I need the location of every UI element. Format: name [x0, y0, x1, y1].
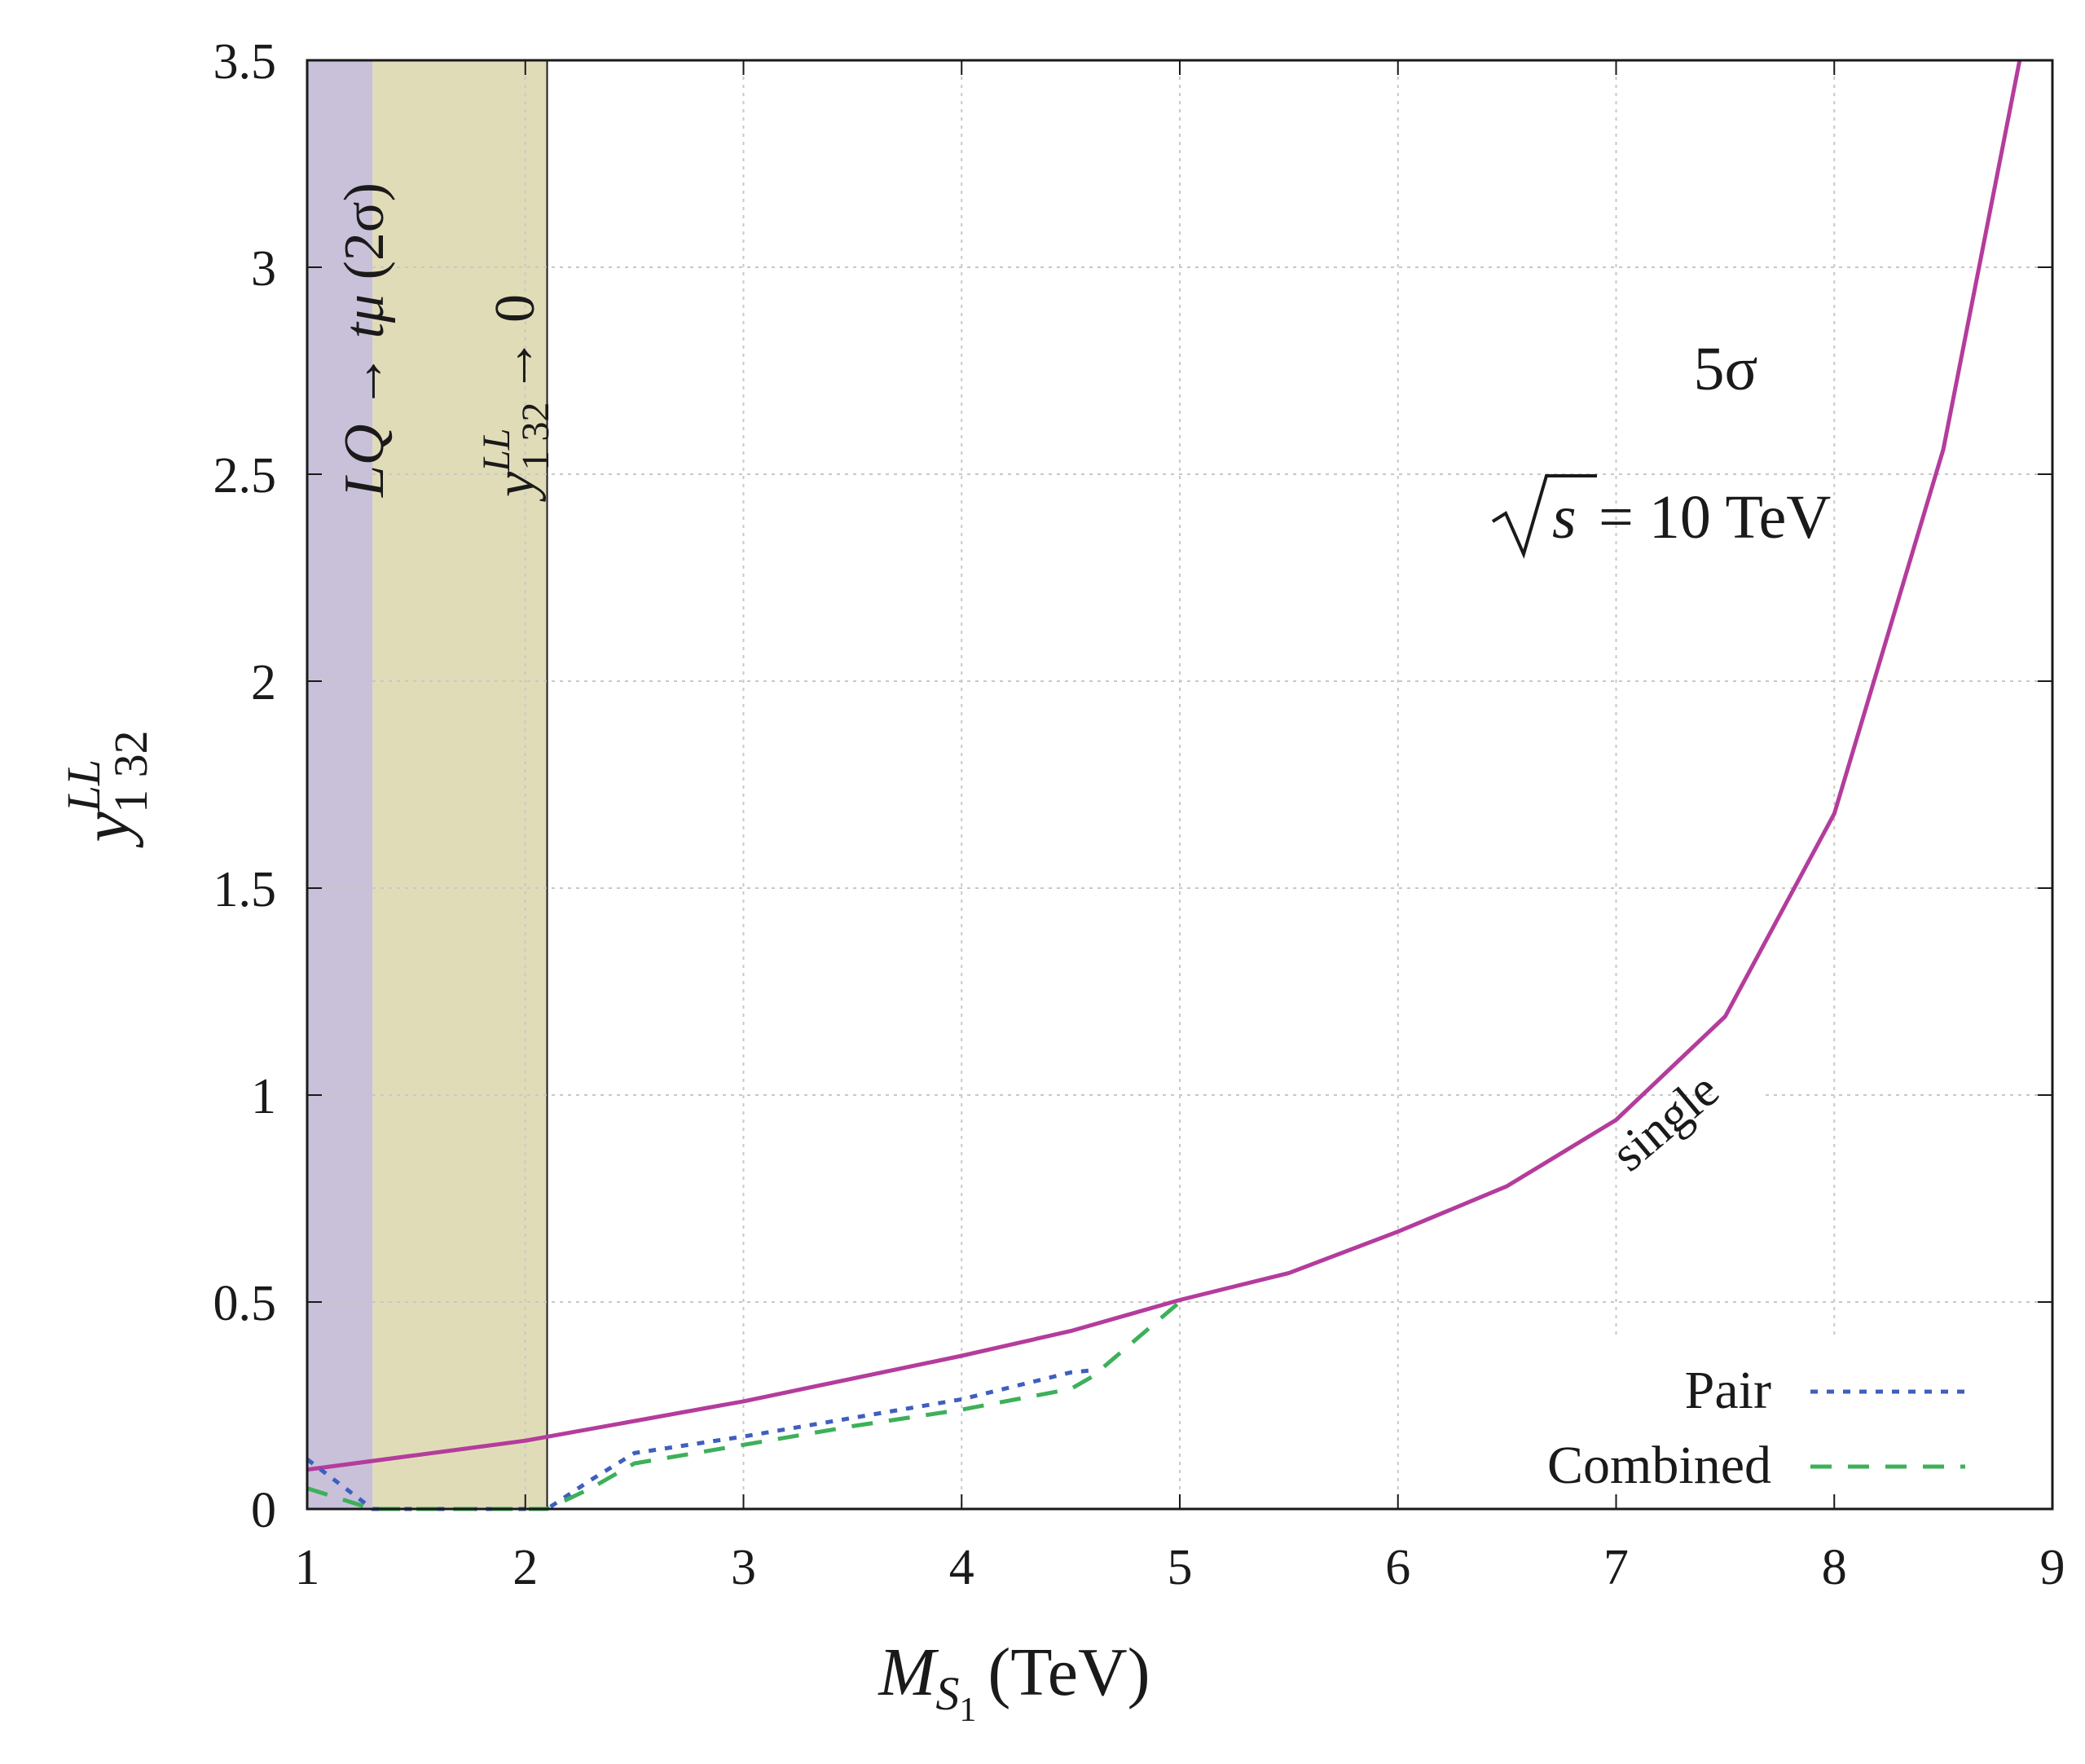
curve-label-group: single	[1601, 1062, 1776, 1219]
x-tick-label: 1	[295, 1540, 320, 1595]
y-tick-label: 0.5	[213, 1276, 277, 1331]
legend: Pair Combined	[1499, 1336, 1988, 1495]
sqrt-sign	[1491, 474, 1597, 559]
band-1-label: LQ → tμ (2σ)	[333, 183, 396, 498]
y-tick-label: 2.5	[213, 448, 277, 504]
y-tick-label: 2	[251, 655, 276, 710]
y-axis-label: yLL1 32	[57, 730, 157, 848]
x-tick-label: 2	[512, 1540, 538, 1595]
x-tick-label: 3	[731, 1540, 756, 1595]
x-tick-label: 5	[1168, 1540, 1193, 1595]
significance-label: 5σ	[1694, 335, 1758, 403]
series-line-single	[306, 59, 2022, 1472]
annotations: MS1 (TeV) yLL1 32 LQ → tμ (2σ) yLL1 32→ 0 5σ s…	[57, 183, 1831, 1729]
y-tick-label: 1.5	[213, 862, 277, 917]
x-axis-label: MS1 (TeV)	[878, 1634, 1150, 1729]
y-tick-label: 0	[251, 1483, 276, 1538]
legend-label-pair: Pair	[1685, 1361, 1771, 1420]
x-tick-label: 6	[1385, 1540, 1410, 1595]
series	[306, 59, 2022, 1511]
y-tick-label: 1	[251, 1069, 276, 1124]
energy-label: s = 10 TeV	[1491, 474, 1831, 559]
y-tick-label: 3	[251, 241, 276, 297]
series-line-combined	[306, 1300, 1181, 1511]
energy-s: s	[1552, 483, 1577, 552]
band-2	[372, 60, 548, 1509]
x-tick-label: 7	[1603, 1540, 1629, 1595]
band-2-label: yLL1 32→ 0	[475, 294, 557, 502]
energy-value: = 10 TeV	[1599, 483, 1831, 552]
exclusion-bands	[307, 60, 548, 1509]
band-1	[307, 60, 373, 1509]
legend-label-combined: Combined	[1547, 1436, 1771, 1495]
x-tick-label: 9	[2040, 1540, 2065, 1595]
x-tick-label: 8	[1822, 1540, 1847, 1595]
curve-label-background	[1613, 1071, 1776, 1219]
y-tick-label: 3.5	[213, 34, 277, 90]
x-tick-label: 4	[949, 1540, 974, 1595]
axis-ticks: 1 2 3 4 5 6 7 8 9 0 0.5 1 1.5 2 2.5 3 3.5	[213, 34, 2065, 1595]
grid	[307, 60, 2052, 1509]
